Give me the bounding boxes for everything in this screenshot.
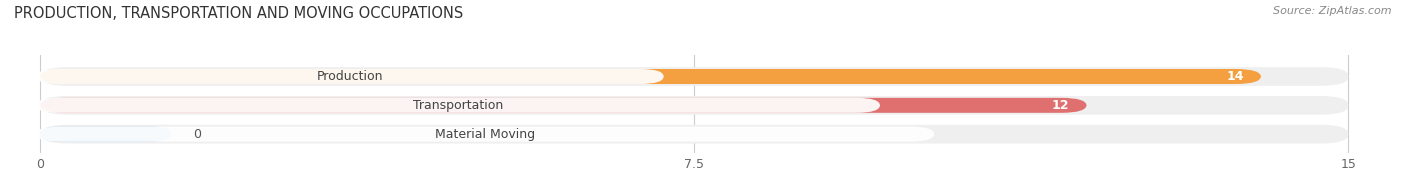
FancyBboxPatch shape: [41, 69, 1261, 84]
Text: Production: Production: [316, 70, 382, 83]
FancyBboxPatch shape: [41, 125, 1348, 143]
Text: 0: 0: [193, 128, 201, 141]
Text: Transportation: Transportation: [413, 99, 503, 112]
Text: 14: 14: [1226, 70, 1244, 83]
FancyBboxPatch shape: [37, 69, 664, 84]
Text: 12: 12: [1052, 99, 1070, 112]
FancyBboxPatch shape: [41, 127, 172, 142]
FancyBboxPatch shape: [37, 127, 934, 142]
FancyBboxPatch shape: [41, 67, 1348, 86]
FancyBboxPatch shape: [41, 98, 1087, 113]
FancyBboxPatch shape: [37, 98, 880, 113]
Text: Material Moving: Material Moving: [434, 128, 536, 141]
Text: PRODUCTION, TRANSPORTATION AND MOVING OCCUPATIONS: PRODUCTION, TRANSPORTATION AND MOVING OC…: [14, 6, 464, 21]
Text: Source: ZipAtlas.com: Source: ZipAtlas.com: [1274, 6, 1392, 16]
FancyBboxPatch shape: [41, 96, 1348, 115]
